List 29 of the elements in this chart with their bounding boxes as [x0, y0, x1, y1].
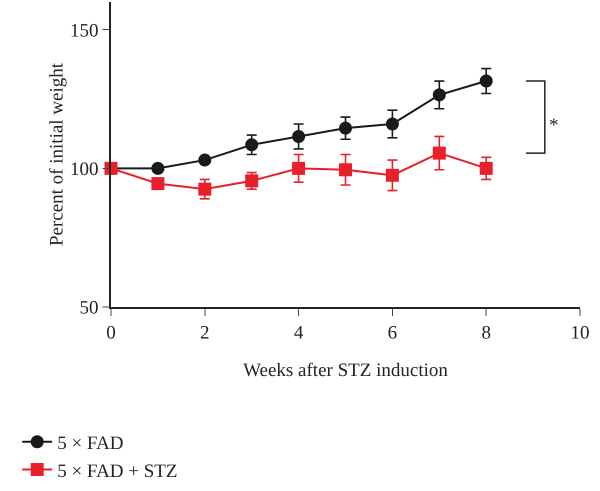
point — [151, 177, 164, 190]
y-tick-label: 150 — [70, 20, 98, 42]
x-tick-label: 8 — [481, 322, 491, 344]
point — [198, 182, 212, 196]
point — [480, 74, 493, 88]
point — [432, 88, 446, 102]
point — [386, 118, 399, 130]
x-tick-label: 10 — [570, 322, 590, 344]
x-tick-label: 0 — [106, 322, 116, 344]
y-tick-label: 100 — [70, 159, 98, 180]
y-tick-label: 50 — [79, 298, 98, 319]
point — [245, 138, 258, 152]
point — [432, 146, 446, 160]
legend-label: 5 × FAD + STZ — [57, 460, 178, 482]
x-axis-title: Weeks after STZ induction — [243, 360, 448, 381]
annotation: * — [549, 115, 558, 136]
x-tick-label: 6 — [388, 322, 398, 344]
point — [292, 162, 306, 175]
x-tick-label: 2 — [200, 322, 210, 344]
point — [292, 130, 306, 143]
point — [339, 163, 352, 176]
x-tick-label: 4 — [294, 322, 304, 344]
y-axis-title: Percent of initial weight — [46, 62, 68, 246]
point — [151, 162, 164, 175]
point — [386, 168, 399, 182]
legend-label: 5 × FAD — [57, 433, 124, 454]
point — [480, 162, 493, 175]
point — [198, 154, 212, 167]
point — [339, 122, 352, 135]
